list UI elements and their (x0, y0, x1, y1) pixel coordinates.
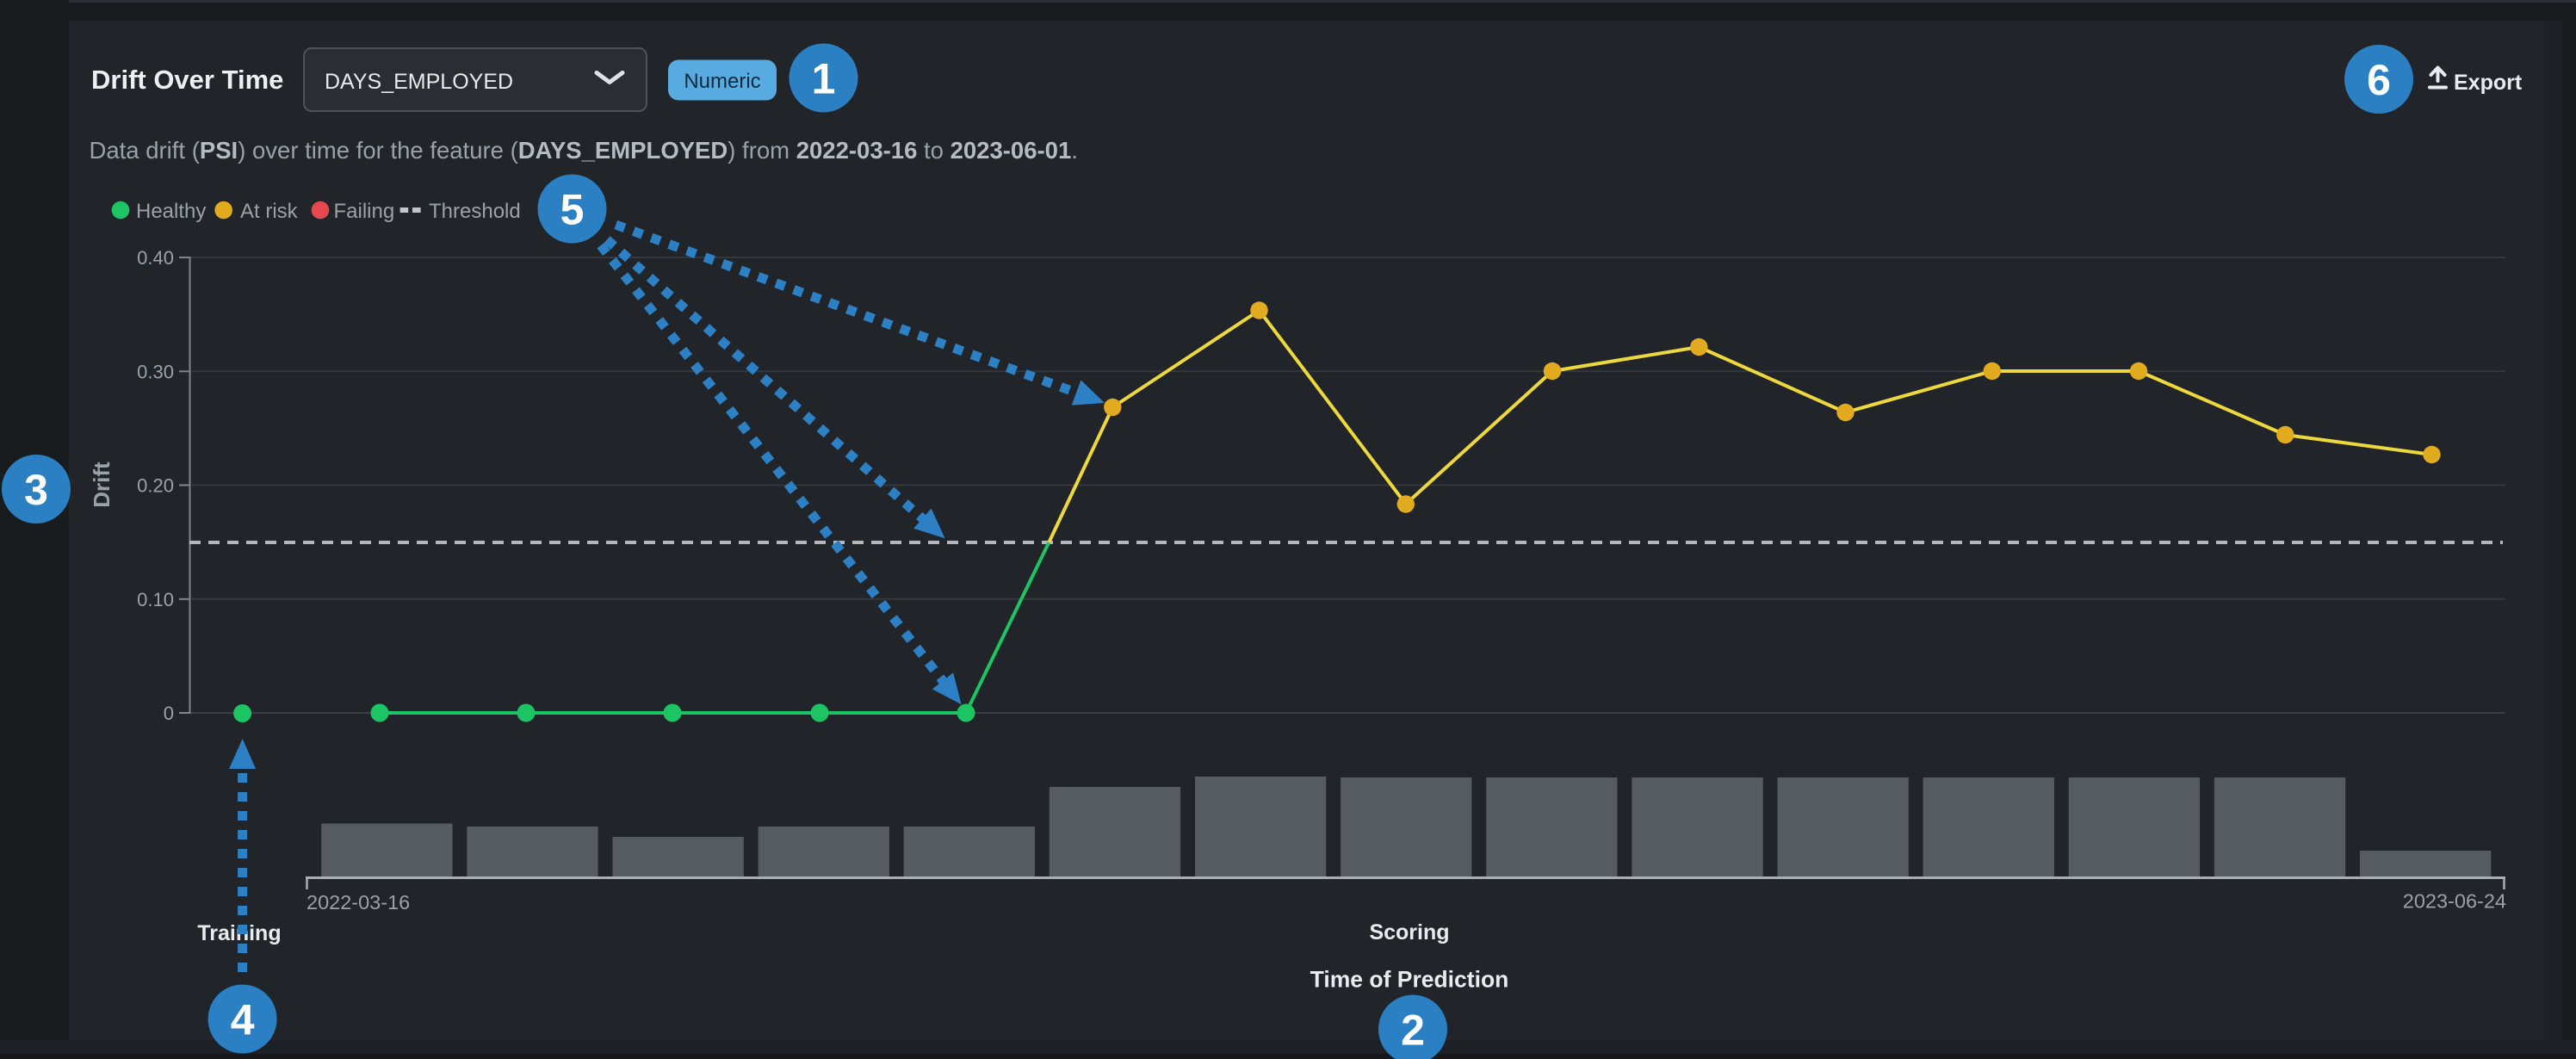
svg-text:2022-03-16: 2022-03-16 (307, 891, 410, 913)
svg-text:0.20: 0.20 (137, 475, 174, 497)
svg-text:5: 5 (560, 186, 585, 234)
svg-text:Threshold: Threshold (429, 200, 521, 223)
svg-text:Drift Over Time: Drift Over Time (91, 65, 283, 95)
svg-text:Scoring: Scoring (1369, 920, 1449, 944)
svg-text:0: 0 (164, 703, 174, 724)
svg-text:Numeric: Numeric (684, 70, 760, 93)
svg-text:Export: Export (2454, 71, 2523, 95)
svg-text:Drift: Drift (89, 461, 115, 508)
svg-text:3: 3 (24, 466, 48, 514)
svg-text:At risk: At risk (240, 200, 299, 223)
svg-text:0.10: 0.10 (137, 589, 174, 610)
svg-text:0.40: 0.40 (137, 247, 174, 269)
svg-text:DAYS_EMPLOYED: DAYS_EMPLOYED (325, 70, 513, 94)
svg-text:1: 1 (812, 55, 836, 103)
svg-text:Time of Prediction: Time of Prediction (1310, 967, 1509, 993)
svg-text:Failing: Failing (334, 200, 395, 223)
svg-text:6: 6 (2367, 56, 2391, 104)
svg-text:Healthy: Healthy (136, 200, 206, 223)
svg-text:4: 4 (231, 996, 255, 1044)
svg-text:2: 2 (1401, 1006, 1425, 1055)
svg-text:0.30: 0.30 (137, 361, 174, 382)
svg-text:2023-06-24: 2023-06-24 (2403, 890, 2506, 913)
svg-text:Data drift (PSI) over time for: Data drift (PSI) over time for the featu… (90, 137, 1078, 164)
